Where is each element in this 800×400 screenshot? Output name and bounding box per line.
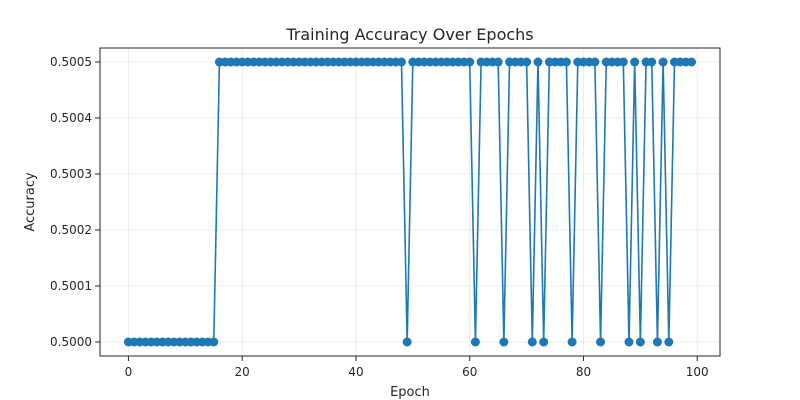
data-point [624,337,634,347]
data-point [658,57,668,67]
data-point [402,337,412,347]
data-point [561,57,571,67]
data-point [630,57,640,67]
data-point [652,337,662,347]
plot-frame [99,47,721,357]
data-point [664,337,674,347]
data-point [647,57,657,67]
y-tick-label: 0.5000 [50,335,92,349]
y-tick-label: 0.5005 [50,55,92,69]
x-tick-label: 40 [348,365,363,379]
data-point [499,337,509,347]
data-point [567,337,577,347]
data-point [470,337,480,347]
x-tick-label: 60 [462,365,477,379]
series-layer [123,57,697,347]
data-point [539,337,549,347]
chart-title: Training Accuracy Over Epochs [285,25,533,44]
y-tick-label: 0.5001 [50,279,92,293]
data-point [209,337,219,347]
x-tick-label: 80 [576,365,591,379]
data-point [465,57,475,67]
data-point [618,57,628,67]
y-tick-label: 0.5003 [50,167,92,181]
data-point [527,337,537,347]
y-axis-label: Accuracy [23,172,38,232]
data-point [396,57,406,67]
y-tick-label: 0.5002 [50,223,92,237]
data-point [635,337,645,347]
x-axis: 0 20 40 60 80 100 [125,356,709,379]
x-tick-label: 100 [686,365,709,379]
data-point [493,57,503,67]
y-tick-label: 0.5004 [50,111,92,125]
data-point [533,57,543,67]
data-point [596,337,606,347]
y-axis: 0.5000 0.5001 0.5002 0.5003 0.5004 0.5005 [50,55,100,349]
data-point [522,57,532,67]
x-tick-label: 20 [235,365,250,379]
data-point [687,57,697,67]
data-point [590,57,600,67]
x-axis-label: Epoch [390,385,430,400]
x-tick-label: 0 [125,365,133,379]
